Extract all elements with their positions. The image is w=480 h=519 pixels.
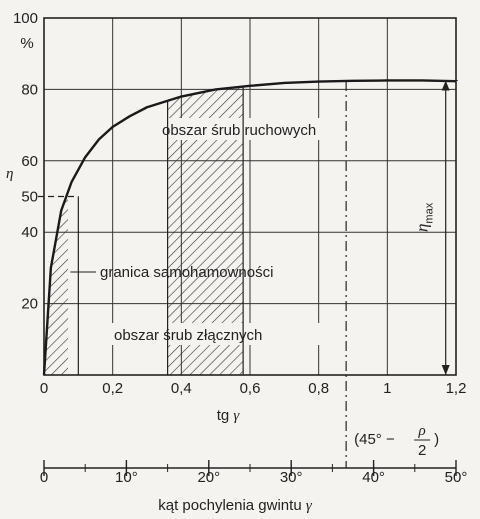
angle-tick-label: 30° [280,469,303,486]
angle-tick-label: 20° [197,469,220,486]
optimum-angle-label-main: (45° − [354,431,395,448]
x-tick-label: 0,8 [308,380,329,397]
angle-tick-label: 50° [445,469,468,486]
hatch-region-fastening-screws [44,191,69,375]
eta-max-arrow-top [441,80,450,91]
grid-lines [43,17,457,375]
angle-axis-label: kąt pochylenia gwintu γ [158,497,313,514]
hatch-region-motion-screws [167,86,244,375]
efficiency-curve [42,79,457,376]
x-tick-label: 1 [383,380,391,397]
optimum-angle-den: 2 [418,442,426,459]
chart-marks [38,79,458,468]
x-tick-label: 1,2 [446,380,467,397]
y-tick-label: 40 [21,224,38,241]
eta-max-label: ηmax [413,202,436,232]
x-axis-label: tg γ [217,407,241,424]
label-backdrop-fastening [110,323,320,345]
y-tick-label: 80 [21,81,38,98]
angle-tick-label: 40° [362,469,385,486]
label-backdrop-motion [158,118,358,140]
y-tick-label: 20 [21,296,38,313]
x-tick-label: 0,6 [240,380,261,397]
angle-tick-label: 0 [40,469,48,486]
optimum-angle-rho: ρ [418,423,426,439]
x-tick-label: 0,4 [171,380,192,397]
angle-tick-label: 10° [115,469,138,486]
optimum-angle-close: ) [434,431,439,448]
series-layer [42,79,457,376]
label-self-locking: granica samohamowności [100,264,273,281]
y-tick-label: 60 [21,153,38,170]
y-axis-label: η [6,166,13,182]
label-fastening-screws: obszar śrub złącznych [114,327,262,344]
x-tick-label: 0,2 [102,380,123,397]
y-unit-label: % [20,35,33,52]
label-motion-screws: obszar śrub ruchowych [162,122,316,139]
y-tick-label: 50 [21,189,38,206]
x-tick-label: 0 [40,380,48,397]
y-tick-label: 100 [13,10,38,27]
eta-max-arrow-bottom [441,365,450,375]
hatched-regions [44,86,358,375]
